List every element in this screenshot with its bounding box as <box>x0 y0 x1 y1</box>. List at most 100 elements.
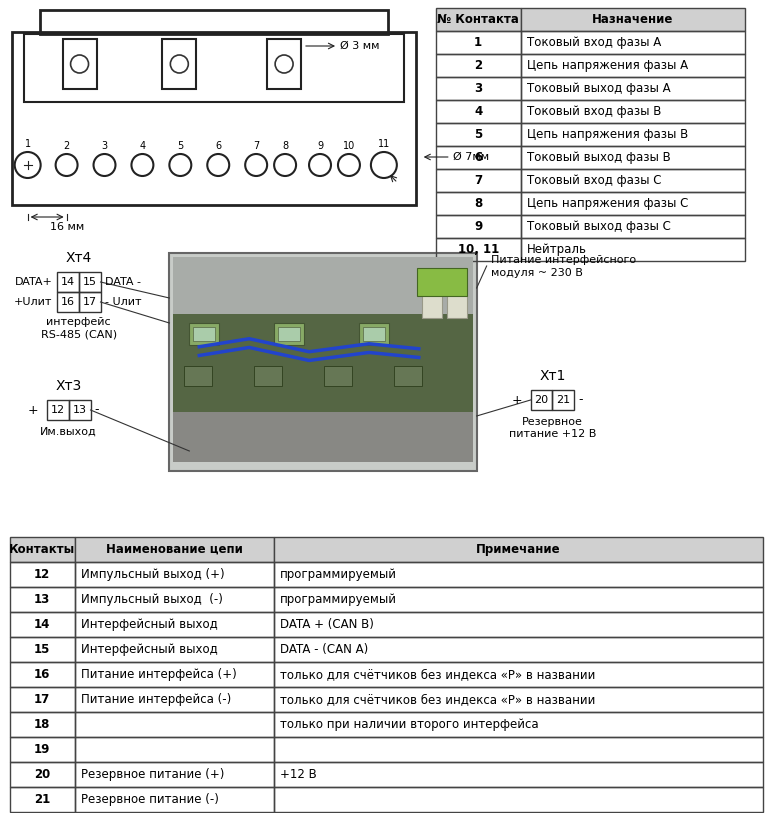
Text: 14: 14 <box>61 277 75 287</box>
Bar <box>57 272 79 292</box>
Text: модуля ~ 230 B: модуля ~ 230 B <box>490 268 583 278</box>
Bar <box>359 323 389 345</box>
Bar <box>75 612 274 637</box>
Text: DATA -: DATA - <box>105 277 140 287</box>
Bar <box>436 169 521 192</box>
Bar <box>274 637 763 662</box>
Bar <box>254 367 282 386</box>
Bar <box>436 100 521 123</box>
Text: 18: 18 <box>34 718 50 731</box>
Text: Нейтраль: Нейтраль <box>527 243 587 256</box>
Text: Токовый выход фазы A: Токовый выход фазы A <box>527 82 670 95</box>
Bar <box>278 327 300 341</box>
Bar <box>436 8 521 31</box>
Bar <box>521 192 745 215</box>
Bar <box>10 712 75 737</box>
Bar <box>436 146 521 169</box>
Bar <box>393 367 422 386</box>
Bar <box>75 712 274 737</box>
Text: Контакты: Контакты <box>9 543 75 556</box>
Bar <box>189 323 219 345</box>
Text: Токовый выход фазы C: Токовый выход фазы C <box>527 220 671 233</box>
Bar <box>274 662 763 687</box>
Bar <box>75 587 274 612</box>
Bar <box>10 587 75 612</box>
Text: Ø 7мм: Ø 7мм <box>453 152 489 162</box>
Bar <box>274 687 763 712</box>
Bar <box>10 787 75 812</box>
Bar <box>75 637 274 662</box>
Text: только для счётчиков без индекса «P» в названии: только для счётчиков без индекса «P» в н… <box>280 668 595 681</box>
Text: 12: 12 <box>34 568 50 581</box>
Bar <box>10 537 75 562</box>
Text: +: + <box>512 393 523 406</box>
Text: программируемый: программируемый <box>280 568 397 581</box>
Text: 13: 13 <box>34 593 50 606</box>
Text: 3: 3 <box>102 141 108 151</box>
Bar <box>62 39 96 89</box>
Text: 21: 21 <box>557 395 571 405</box>
Bar <box>173 314 473 412</box>
Bar <box>10 737 75 762</box>
Text: Токовый выход фазы B: Токовый выход фазы B <box>527 151 671 164</box>
Text: 4: 4 <box>139 141 146 151</box>
Text: 16 мм: 16 мм <box>50 222 84 232</box>
Bar <box>553 390 574 410</box>
Bar <box>422 283 442 318</box>
Text: 5: 5 <box>177 141 183 151</box>
Bar <box>521 123 745 146</box>
Text: DATA + (CAN B): DATA + (CAN B) <box>280 618 374 631</box>
Text: 2: 2 <box>474 59 482 72</box>
Bar <box>363 327 385 341</box>
Bar <box>521 169 745 192</box>
Text: 13: 13 <box>72 405 86 415</box>
Text: 1: 1 <box>474 36 482 49</box>
Text: 16: 16 <box>61 297 75 307</box>
Text: Импульсный выход  (-): Импульсный выход (-) <box>81 593 223 606</box>
Text: -: - <box>95 403 99 416</box>
Bar <box>521 54 745 77</box>
Text: 21: 21 <box>34 793 50 806</box>
Bar <box>521 31 745 54</box>
Bar <box>521 215 745 238</box>
Bar <box>436 77 521 100</box>
Bar <box>274 323 304 345</box>
Text: 9: 9 <box>317 141 323 151</box>
Text: программируемый: программируемый <box>280 593 397 606</box>
Text: Цепь напряжения фазы C: Цепь напряжения фазы C <box>527 197 688 210</box>
Text: -: - <box>578 393 583 406</box>
Text: Цепь напряжения фазы B: Цепь напряжения фазы B <box>527 128 688 141</box>
Bar <box>531 390 553 410</box>
Text: 6: 6 <box>215 141 221 151</box>
Bar <box>274 737 763 762</box>
Bar <box>521 146 745 169</box>
Text: Питание интерфейса (-): Питание интерфейса (-) <box>81 693 231 706</box>
Text: Им.выход: Им.выход <box>40 427 97 437</box>
Text: DATA - (CAN A): DATA - (CAN A) <box>280 643 368 656</box>
Text: 15: 15 <box>82 277 96 287</box>
Text: 5: 5 <box>474 128 482 141</box>
Bar <box>274 787 763 812</box>
Bar <box>436 238 521 261</box>
Text: RS-485 (CAN): RS-485 (CAN) <box>41 329 116 339</box>
Text: Резервное питание (+): Резервное питание (+) <box>81 768 224 781</box>
Text: Питание интерфейсного: Питание интерфейсного <box>490 255 636 265</box>
Text: 9: 9 <box>474 220 482 233</box>
Bar <box>436 192 521 215</box>
Text: 4: 4 <box>474 105 482 118</box>
Text: Питание интерфейса (+): Питание интерфейса (+) <box>81 668 236 681</box>
Text: Резервное: Резервное <box>522 417 583 427</box>
Bar <box>274 537 763 562</box>
Bar <box>447 283 467 318</box>
Bar <box>10 612 75 637</box>
Text: 3: 3 <box>474 82 482 95</box>
Bar <box>274 562 763 587</box>
Bar <box>75 562 274 587</box>
Text: - Uлит: - Uлит <box>105 297 141 307</box>
Text: Токовый вход фазы C: Токовый вход фазы C <box>527 174 661 187</box>
Text: Xт3: Xт3 <box>55 379 82 393</box>
Text: 14: 14 <box>34 618 50 631</box>
Text: 20: 20 <box>534 395 548 405</box>
Text: 7: 7 <box>253 141 259 151</box>
Bar <box>436 54 521 77</box>
